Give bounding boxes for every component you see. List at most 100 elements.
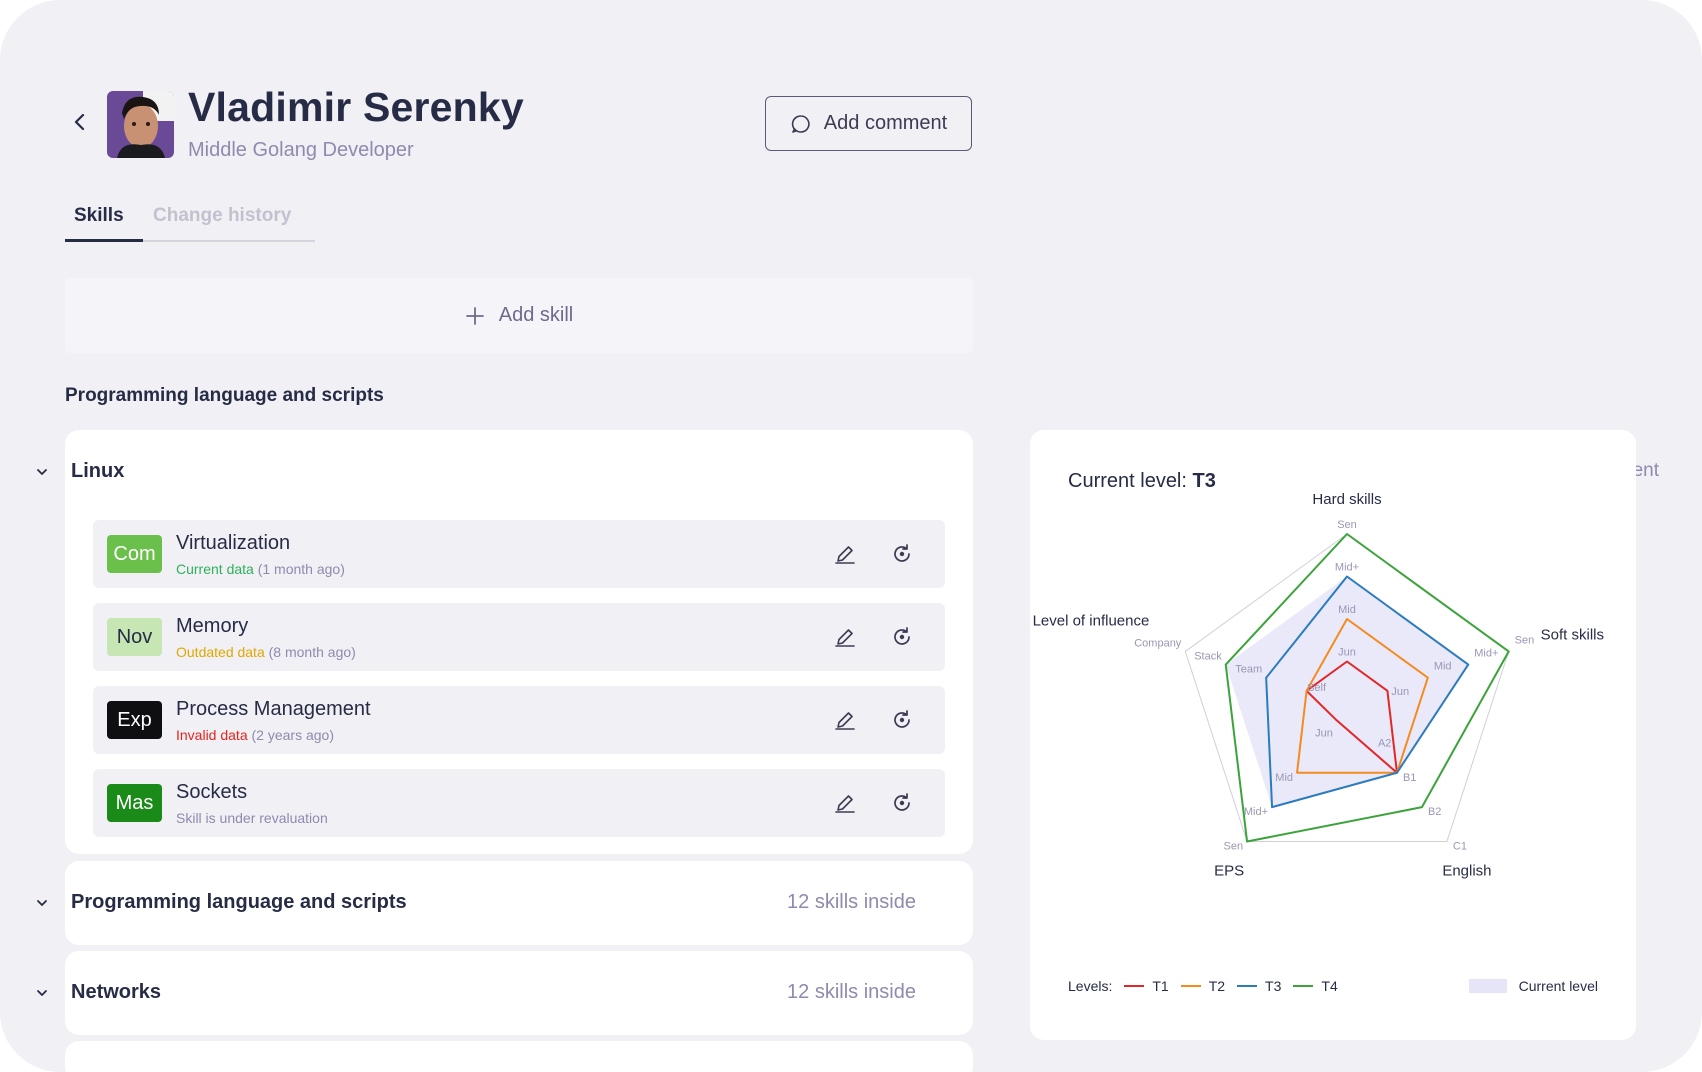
radar-series-t1 xyxy=(1305,660,1398,774)
refresh-icon[interactable] xyxy=(890,542,914,566)
chevron-down-icon[interactable] xyxy=(34,985,50,1001)
skill-status: Outdated data (8 month ago) xyxy=(176,644,356,660)
skill-status: Skill is under revaluation xyxy=(176,810,328,826)
radar-series-t4 xyxy=(1224,533,1510,843)
skill-row: Mas Sockets Skill is under revaluation xyxy=(93,769,945,837)
status-text: Invalid data xyxy=(176,727,248,743)
radar-tick-label: Mid xyxy=(1434,661,1452,673)
employee-name: Vladimir Serenky xyxy=(188,84,524,130)
legend-label: Levels: xyxy=(1068,978,1113,994)
current-level-value: T3 xyxy=(1192,470,1216,492)
skill-name: Sockets xyxy=(176,781,248,803)
edit-icon[interactable] xyxy=(833,708,857,732)
level-chart-card: Current level: T3 Jun Mid Mid+ Sen Jun Mid Mid… xyxy=(1030,430,1636,1040)
radar-tick-label: Self xyxy=(1307,682,1327,694)
radar-tick-label: Mid+ xyxy=(1335,562,1359,574)
radar-tick-label: Team xyxy=(1235,664,1262,676)
legend-text: T1 xyxy=(1152,978,1169,994)
radar-tick-label: Sen xyxy=(1223,841,1243,853)
skill-status: Current data (1 month ago) xyxy=(176,561,345,577)
legend-item-t3: T3 xyxy=(1237,978,1281,994)
radar-tick-label: Jun xyxy=(1338,647,1356,659)
legend-text: T2 xyxy=(1208,978,1226,994)
current-level-label: Current level: xyxy=(1068,470,1187,492)
skill-level-badge: Exp xyxy=(107,701,162,739)
skill-group-programming[interactable] xyxy=(65,861,973,945)
active-tab-indicator xyxy=(65,239,143,242)
radar-series-t2 xyxy=(1296,618,1429,774)
skill-name: Memory xyxy=(176,615,249,637)
legend-current-level: Current level xyxy=(1468,978,1598,994)
radar-axis-title: English xyxy=(1442,863,1491,880)
status-text: Current data xyxy=(176,561,254,577)
radar-axis-title: EPS xyxy=(1214,863,1244,880)
tab-skills[interactable]: Skills xyxy=(74,205,124,226)
tabs: Skills Change history xyxy=(65,200,315,242)
status-text: Outdated data xyxy=(176,644,265,660)
status-age: Skill is under revaluation xyxy=(176,810,328,826)
add-comment-button[interactable]: Add comment xyxy=(765,96,972,151)
legend-item-t2: T2 xyxy=(1180,978,1226,994)
group-title-networks[interactable]: Networks xyxy=(71,981,162,1003)
comment-icon xyxy=(791,114,810,133)
skill-group-networks[interactable] xyxy=(65,951,973,1035)
legend-text: T4 xyxy=(1321,978,1338,994)
employee-role: Middle Golang Developer xyxy=(188,139,414,161)
legend-item-t1: T1 xyxy=(1124,978,1169,994)
legend-current-text: Current level xyxy=(1518,978,1598,994)
refresh-icon[interactable] xyxy=(890,708,914,732)
radar-series-t3 xyxy=(1265,575,1470,809)
status-age: (8 month ago) xyxy=(268,644,356,660)
add-comment-label: Add comment xyxy=(823,112,948,134)
current-level: Current level: T3 xyxy=(1068,470,1216,493)
edit-icon[interactable] xyxy=(833,542,857,566)
radar-current-level-area xyxy=(1225,576,1469,808)
radar-tick-label: Sen xyxy=(1337,519,1357,531)
skill-row: Nov Memory Outdated data (8 month ago) xyxy=(93,603,945,671)
section-title: Programming language and scripts xyxy=(65,385,384,406)
radar-tick-label: A2 xyxy=(1378,737,1391,749)
edit-icon[interactable] xyxy=(833,791,857,815)
radar-tick-label: B1 xyxy=(1403,772,1416,784)
status-age: (1 month ago) xyxy=(257,561,345,577)
skill-row: Exp Process Management Invalid data (2 y… xyxy=(93,686,945,754)
add-skill-label: Add skill xyxy=(498,304,574,326)
radar-tick-label: Sen xyxy=(1515,634,1535,646)
tab-change-history[interactable]: Change history xyxy=(153,205,292,226)
radar-tick-label: Mid+ xyxy=(1244,806,1268,818)
radar-chart: Jun Mid Mid+ Sen Jun Mid Mid+ Sen A2 B1 B2 C1 Jun Mid… xyxy=(1033,491,1604,880)
legend-item-t4: T4 xyxy=(1293,978,1338,994)
radar-tick-label: Mid xyxy=(1275,772,1293,784)
legend-swatch xyxy=(1237,985,1258,987)
radar-tick-label: C1 xyxy=(1453,841,1467,853)
add-skill-button[interactable]: Add skill xyxy=(65,278,973,353)
chevron-down-icon[interactable] xyxy=(34,895,50,911)
refresh-icon[interactable] xyxy=(890,625,914,649)
skill-level-badge: Nov xyxy=(107,618,162,656)
chevron-down-icon[interactable] xyxy=(34,464,50,480)
group-title-linux[interactable]: Linux xyxy=(71,460,125,482)
legend-current-swatch xyxy=(1468,979,1507,993)
radar-axis-title: Hard skills xyxy=(1312,491,1381,508)
radar-tick-label: Mid xyxy=(1338,604,1356,616)
group-skill-count: 12 skills inside xyxy=(787,891,916,913)
legend-swatch xyxy=(1124,985,1145,987)
group-title-programming[interactable]: Programming language and scripts xyxy=(71,891,407,913)
edit-icon[interactable] xyxy=(833,625,857,649)
status-age: (2 years ago) xyxy=(251,727,334,743)
skill-level-badge: Mas xyxy=(107,784,162,822)
radar-tick-label: B2 xyxy=(1428,806,1441,818)
skill-row: Com Virtualization Current data (1 month… xyxy=(93,520,945,588)
skill-level-badge: Com xyxy=(107,535,162,573)
skill-status: Invalid data (2 years ago) xyxy=(176,727,334,743)
legend-swatch xyxy=(1293,985,1314,987)
avatar xyxy=(107,91,174,158)
skill-name: Process Management xyxy=(176,698,371,720)
radar-axis-title: Level of influence xyxy=(1033,612,1150,629)
next-group-edge xyxy=(65,1041,973,1072)
chart-legend: Levels: T1 T2 T3 T4 xyxy=(1068,978,1338,994)
back-arrow-icon[interactable] xyxy=(68,110,92,134)
refresh-icon[interactable] xyxy=(890,791,914,815)
radar-tick-label: Mid+ xyxy=(1474,648,1498,660)
